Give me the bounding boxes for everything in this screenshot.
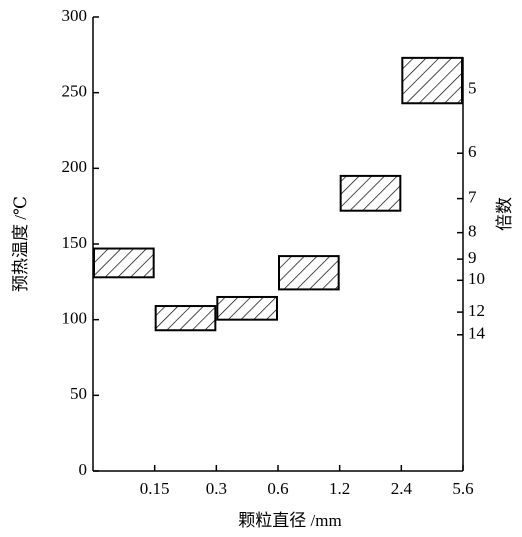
x-tick-label: 5.6: [452, 479, 473, 498]
y2-tick-label: 7: [468, 188, 477, 207]
y2-tick-label: 9: [468, 248, 477, 267]
y2-tick-label: 10: [468, 269, 485, 288]
x-tick-label: 0.15: [140, 479, 170, 498]
y-tick-label: 200: [62, 157, 88, 176]
x-axis-label: 颗粒直径 /mm: [238, 511, 341, 530]
range-box: [401, 56, 464, 105]
y2-tick-label: 5: [468, 79, 477, 98]
y2-tick-label: 12: [468, 301, 485, 320]
y-axis-label: 预热温度 /℃: [11, 196, 30, 292]
x-tick-label: 0.6: [267, 479, 288, 498]
range-box: [216, 295, 278, 321]
y-tick-label: 0: [79, 460, 88, 479]
y-tick-label: 300: [62, 6, 88, 25]
y-tick-label: 150: [62, 233, 88, 252]
y2-tick-label: 14: [468, 324, 486, 343]
range-box: [93, 247, 155, 279]
range-box: [154, 305, 217, 332]
y-tick-label: 100: [62, 309, 88, 328]
range-box: [339, 174, 402, 212]
y2-axis-label: 倍数: [495, 197, 514, 231]
y2-tick-label: 8: [468, 222, 477, 241]
x-tick-label: 2.4: [391, 479, 413, 498]
x-tick-label: 0.3: [206, 479, 227, 498]
y-tick-label: 250: [62, 82, 88, 101]
y-tick-label: 50: [70, 384, 87, 403]
y2-tick-label: 6: [468, 142, 477, 161]
x-tick-label: 1.2: [329, 479, 350, 498]
range-box: [278, 255, 340, 291]
